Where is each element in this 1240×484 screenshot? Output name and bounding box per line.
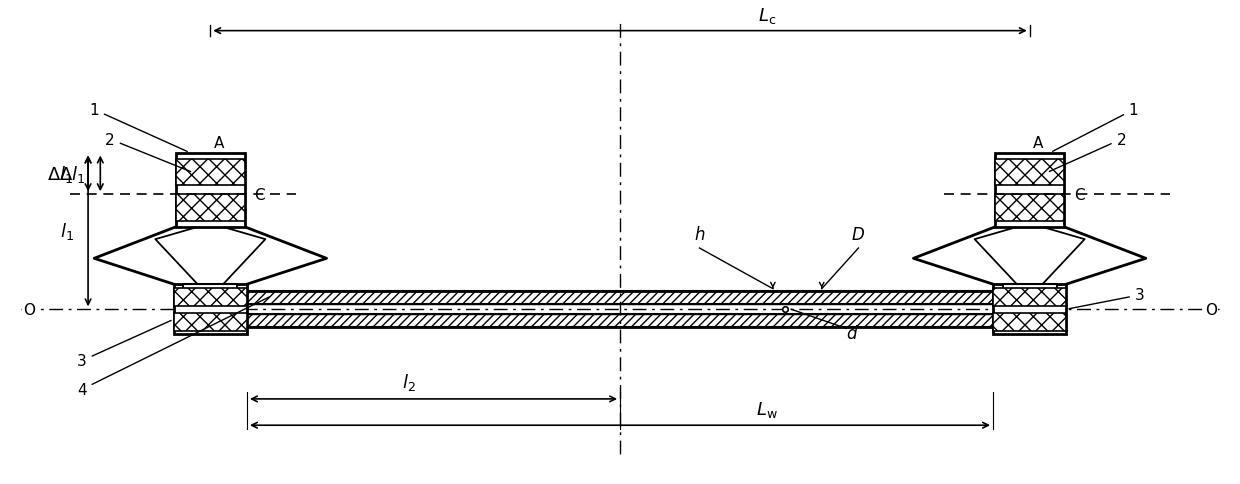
Text: $d$: $d$ — [846, 324, 859, 343]
Bar — [996, 159, 1064, 186]
Bar — [996, 153, 1064, 227]
Bar — [993, 288, 1066, 306]
Text: 2: 2 — [1049, 132, 1126, 172]
Text: 1: 1 — [1053, 103, 1138, 152]
Bar — [247, 315, 993, 328]
Text: $\Delta l_1$: $\Delta l_1$ — [47, 164, 73, 184]
Text: 3: 3 — [1069, 288, 1145, 309]
Bar — [174, 285, 247, 334]
Text: A: A — [1033, 136, 1044, 151]
Bar — [176, 159, 244, 186]
Bar — [176, 195, 244, 221]
Text: $D$: $D$ — [852, 226, 866, 244]
Bar — [996, 195, 1064, 221]
Bar — [174, 288, 247, 306]
Text: C: C — [1074, 187, 1084, 202]
Text: 1: 1 — [89, 103, 187, 152]
Text: $L_\mathrm{c}$: $L_\mathrm{c}$ — [758, 6, 776, 26]
Bar — [993, 285, 1066, 334]
Bar — [993, 313, 1066, 331]
Bar — [174, 313, 247, 331]
Text: $\Delta l_1$: $\Delta l_1$ — [60, 164, 86, 184]
Text: A: A — [215, 136, 224, 151]
Text: C: C — [254, 187, 265, 202]
Text: 2: 2 — [105, 132, 191, 172]
Text: $h$: $h$ — [694, 226, 706, 244]
Text: $L_\mathrm{w}$: $L_\mathrm{w}$ — [756, 399, 777, 419]
Text: 4: 4 — [77, 298, 269, 397]
Bar — [184, 285, 237, 291]
Bar — [176, 153, 244, 227]
Text: $l_1$: $l_1$ — [60, 221, 73, 242]
Text: O: O — [1205, 302, 1216, 317]
Text: O: O — [24, 302, 35, 317]
Bar — [247, 291, 993, 305]
Text: 3: 3 — [77, 321, 171, 368]
Bar — [1003, 285, 1056, 291]
Text: $l_2$: $l_2$ — [402, 371, 415, 392]
